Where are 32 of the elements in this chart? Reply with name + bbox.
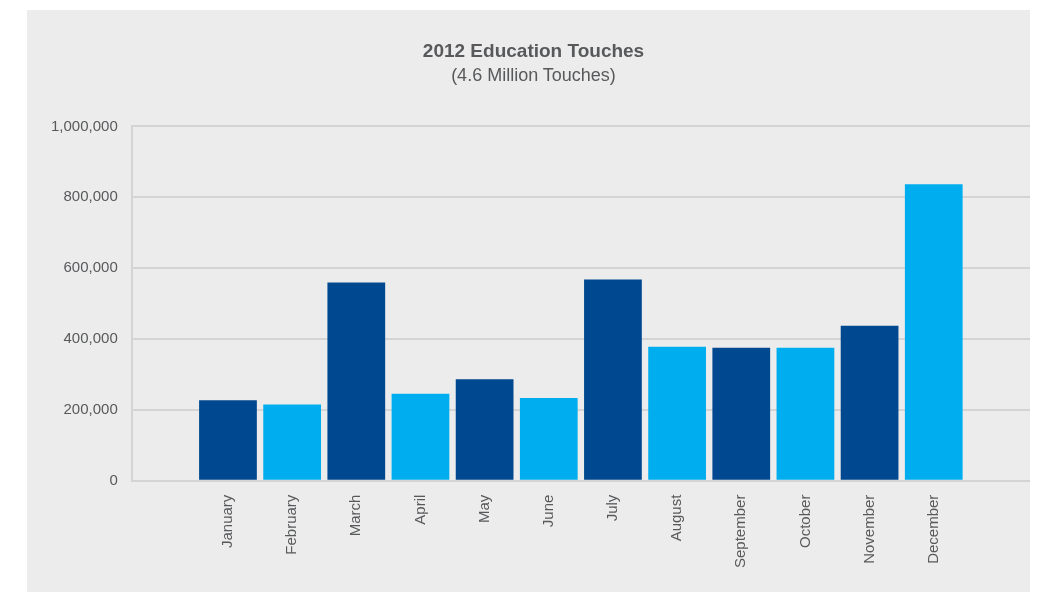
x-tick-label: September	[731, 494, 749, 568]
x-tick-label: March	[346, 494, 364, 537]
y-tick-label: 400,000	[63, 329, 118, 347]
bar	[199, 400, 257, 480]
bar	[840, 325, 899, 480]
x-tick-label: August	[667, 493, 685, 542]
x-tick-label: July	[603, 494, 621, 522]
x-tick-label: April	[410, 494, 428, 525]
x-tick-label: January	[218, 494, 236, 548]
x-tick-label: February	[282, 494, 300, 555]
chart-title: 2012 Education Touches	[422, 39, 645, 61]
bar	[776, 347, 835, 480]
bar	[648, 346, 706, 480]
bar	[519, 398, 578, 480]
bar	[327, 282, 386, 480]
y-tick-label: 800,000	[63, 187, 118, 205]
bar	[904, 184, 963, 480]
x-tick-label: May	[474, 494, 492, 523]
x-tick-label: December	[923, 494, 941, 564]
y-tick-label: 0	[109, 470, 118, 488]
y-tick-label: 600,000	[63, 258, 118, 276]
bar	[584, 279, 642, 480]
x-tick-label: October	[795, 494, 813, 548]
y-tick-label: 1,000,000	[51, 116, 118, 134]
y-tick-label: 200,000	[63, 399, 118, 417]
x-tick-label: November	[859, 494, 877, 564]
bar	[712, 347, 771, 480]
bar	[391, 393, 450, 480]
x-tick-label: June	[538, 494, 556, 528]
bar	[263, 404, 322, 480]
bar	[455, 379, 514, 480]
chart-subtitle: (4.6 Million Touches)	[451, 64, 616, 85]
